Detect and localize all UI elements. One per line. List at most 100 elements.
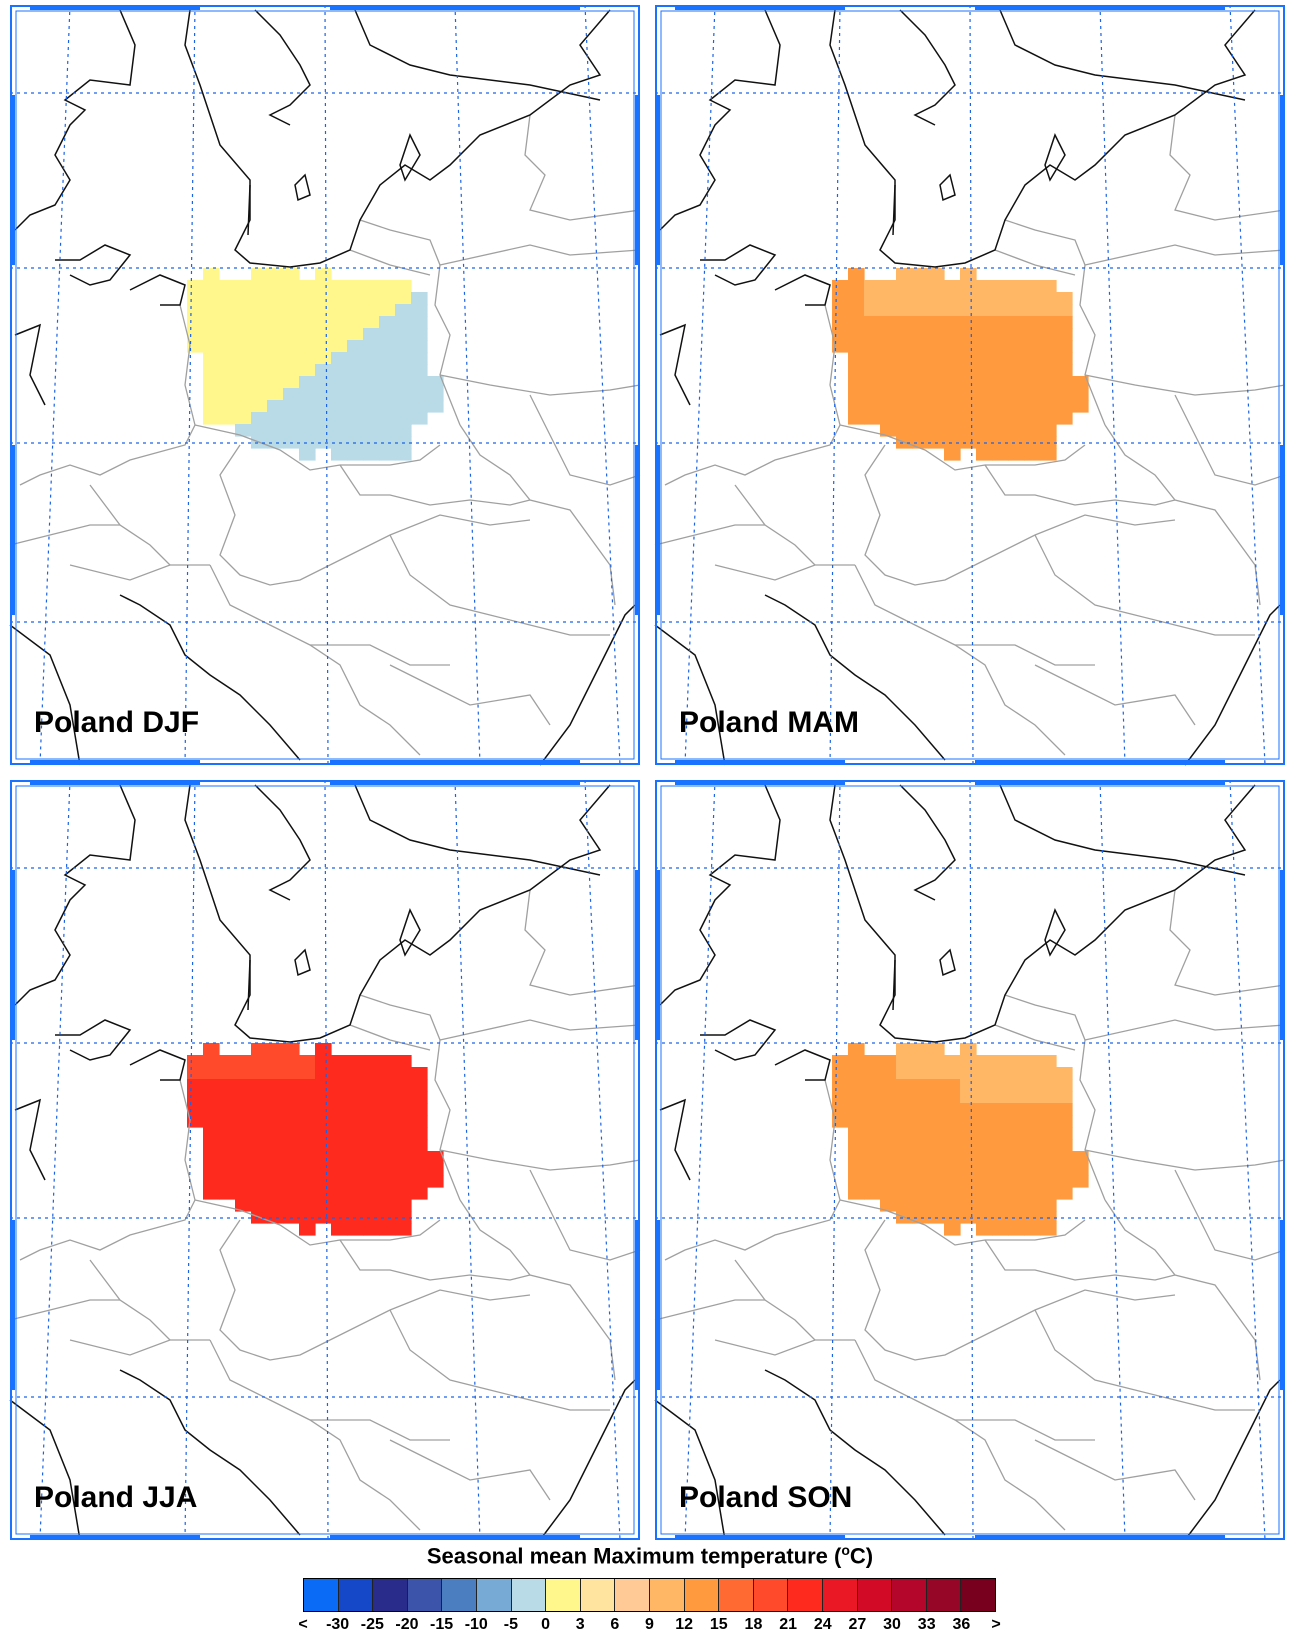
grid-cell bbox=[363, 316, 380, 329]
grid-cell bbox=[896, 352, 913, 365]
border-line bbox=[714, 564, 855, 581]
grid-cell bbox=[203, 1043, 220, 1056]
coastlines bbox=[654, 784, 1281, 1540]
grid-cell bbox=[1056, 412, 1073, 425]
grid-cell bbox=[267, 280, 284, 293]
grid-cell bbox=[283, 1163, 300, 1176]
grid-cell bbox=[363, 448, 380, 461]
grid-cell bbox=[363, 436, 380, 449]
grid-cell bbox=[960, 1127, 977, 1140]
grid-cell bbox=[363, 388, 380, 401]
grid-cell bbox=[896, 292, 913, 305]
grid-cell bbox=[219, 364, 236, 377]
map-frame bbox=[655, 5, 1285, 765]
colorbar-swatch bbox=[822, 1579, 858, 1611]
coastlines bbox=[9, 9, 636, 766]
grid-cell bbox=[363, 1055, 380, 1068]
grid-cell bbox=[203, 292, 220, 305]
grid-cell bbox=[187, 1103, 204, 1116]
grid-cell bbox=[912, 268, 929, 281]
grid-cell bbox=[267, 1091, 284, 1104]
colorbar-tick-label: 27 bbox=[848, 1616, 867, 1633]
border-line bbox=[994, 249, 1076, 276]
grid-cell bbox=[203, 388, 220, 401]
border-line bbox=[994, 1024, 1076, 1051]
grid-cell bbox=[880, 1067, 897, 1080]
grid-cell bbox=[1024, 436, 1041, 449]
grid-cell bbox=[960, 1139, 977, 1152]
grid-cell bbox=[299, 376, 316, 389]
grid-cell bbox=[992, 1103, 1009, 1116]
grid-cell bbox=[395, 412, 412, 425]
grid-cell bbox=[944, 400, 961, 413]
grid-cell bbox=[219, 412, 236, 425]
grid-cell bbox=[283, 424, 300, 437]
grid-cell bbox=[379, 1199, 396, 1212]
coastline bbox=[654, 1399, 726, 1540]
grid-cell bbox=[880, 376, 897, 389]
grid-cell bbox=[864, 304, 881, 317]
coastline bbox=[9, 1399, 81, 1540]
grid-cell bbox=[187, 316, 204, 329]
grid-cell bbox=[283, 388, 300, 401]
grid-cell bbox=[395, 400, 412, 413]
grid-cell bbox=[1040, 1175, 1057, 1188]
grid-cell bbox=[848, 1079, 865, 1092]
grid-cell bbox=[832, 1091, 849, 1104]
border-line bbox=[359, 219, 461, 426]
border-line bbox=[1034, 534, 1255, 636]
grid-cell bbox=[347, 1187, 364, 1200]
grid-cell bbox=[203, 316, 220, 329]
grid-cell bbox=[1024, 400, 1041, 413]
grid-cell bbox=[944, 1103, 961, 1116]
grid-cell bbox=[219, 292, 236, 305]
grid-cell bbox=[347, 412, 364, 425]
grid-cell bbox=[363, 1187, 380, 1200]
grid-cell bbox=[203, 400, 220, 413]
grid-cell bbox=[203, 1091, 220, 1104]
grid-cell bbox=[347, 1199, 364, 1212]
grid-cell bbox=[379, 364, 396, 377]
grid-cell bbox=[347, 1163, 364, 1176]
grid-cell bbox=[880, 1139, 897, 1152]
grid-cell bbox=[1024, 1067, 1041, 1080]
grid-cell bbox=[283, 1091, 300, 1104]
grid-cell bbox=[363, 1199, 380, 1212]
border-line bbox=[389, 664, 551, 726]
grid-cell bbox=[203, 1115, 220, 1128]
grid-cell bbox=[864, 280, 881, 293]
coastline bbox=[247, 959, 251, 1011]
grid-cell bbox=[1008, 1055, 1025, 1068]
grid-cell bbox=[283, 1055, 300, 1068]
grid-cell bbox=[928, 304, 945, 317]
coastline bbox=[254, 9, 311, 126]
map-frame bbox=[10, 780, 640, 1540]
grid-cell bbox=[960, 376, 977, 389]
grid-cell bbox=[848, 352, 865, 365]
grid-cell bbox=[960, 352, 977, 365]
grid-cell bbox=[960, 316, 977, 329]
grid-cell bbox=[235, 1139, 252, 1152]
grid-cell bbox=[960, 1163, 977, 1176]
coastline bbox=[9, 624, 81, 766]
grid-cell bbox=[896, 1067, 913, 1080]
colorbar-swatch bbox=[407, 1579, 443, 1611]
border-line bbox=[69, 1339, 210, 1356]
grid-cell bbox=[331, 1115, 348, 1128]
grid-cell bbox=[379, 1127, 396, 1140]
grid-cell bbox=[315, 376, 332, 389]
grid-cell bbox=[976, 1199, 993, 1212]
grid-cell bbox=[219, 316, 236, 329]
grid-cell bbox=[896, 1103, 913, 1116]
grid-cell bbox=[411, 1079, 428, 1092]
grid-cell bbox=[944, 1175, 961, 1188]
coastline bbox=[1184, 604, 1281, 766]
grid-cell bbox=[219, 304, 236, 317]
border-line bbox=[209, 1339, 421, 1531]
grid-cell bbox=[347, 1091, 364, 1104]
grid-cell bbox=[379, 1163, 396, 1176]
colorbar-tick-label: 12 bbox=[675, 1616, 694, 1633]
grid-cell bbox=[235, 424, 252, 437]
grid-cell bbox=[411, 376, 428, 389]
grid-cell bbox=[331, 1211, 348, 1224]
